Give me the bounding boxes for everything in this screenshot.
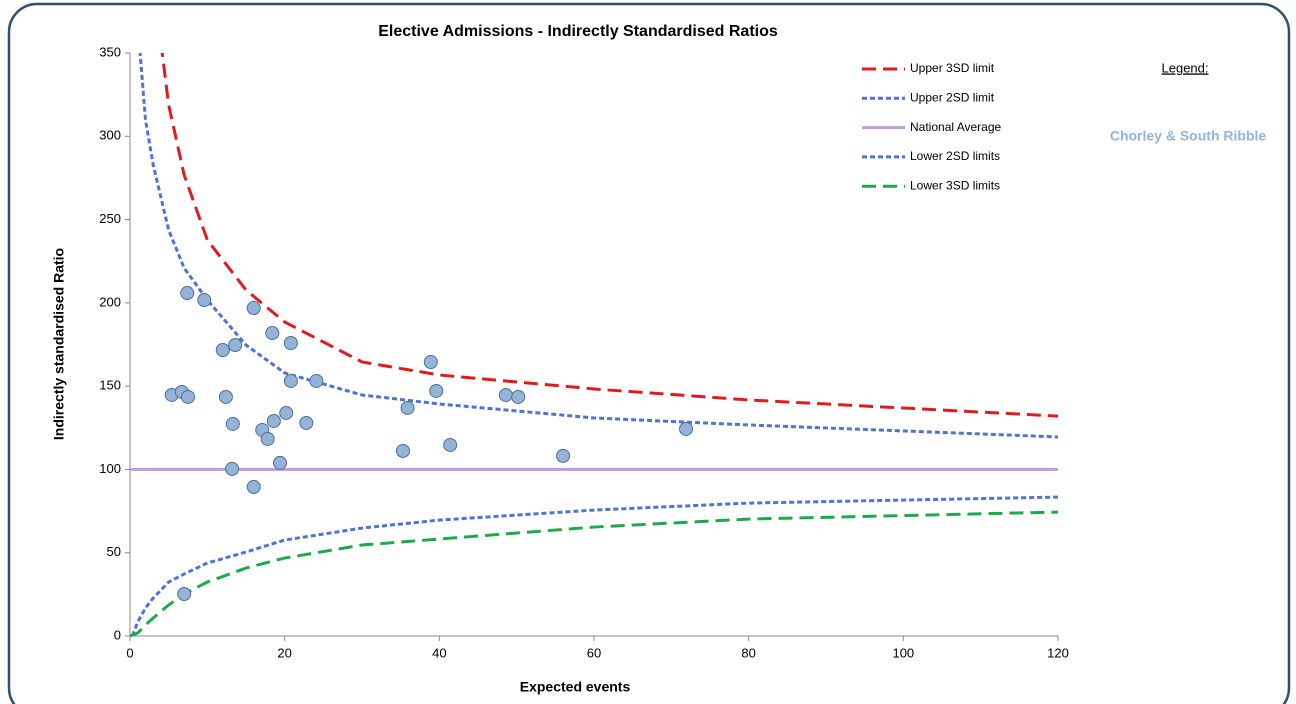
legend-label: Upper 2SD limit xyxy=(910,90,995,104)
data-point xyxy=(177,587,192,602)
data-point xyxy=(299,415,314,430)
data-point xyxy=(279,405,294,420)
x-tick-label: 100 xyxy=(892,645,914,660)
x-tick-label: 80 xyxy=(741,645,755,660)
x-axis-title: Expected events xyxy=(520,679,631,695)
y-axis-title: Indirectly standardised Ratio xyxy=(51,248,67,440)
x-tick-label: 0 xyxy=(126,645,133,660)
data-point xyxy=(400,400,415,415)
x-tick-label: 40 xyxy=(432,645,446,660)
limit-line xyxy=(138,53,1058,439)
data-point xyxy=(283,336,298,351)
data-point xyxy=(180,286,195,301)
data-point xyxy=(181,389,195,404)
data-point xyxy=(228,337,243,352)
limit-line xyxy=(160,53,1058,418)
y-tick-label: 150 xyxy=(99,378,121,393)
limit-line xyxy=(130,510,1058,637)
y-tick-label: 350 xyxy=(99,44,121,59)
data-point xyxy=(556,448,571,463)
legend-label: Upper 3SD limit xyxy=(910,61,995,75)
y-tick-label: 100 xyxy=(99,461,121,476)
data-point xyxy=(266,413,281,428)
data-point xyxy=(273,455,288,470)
sidebar-label: Chorley & South Ribble xyxy=(1110,128,1267,144)
y-tick-label: 200 xyxy=(99,294,121,309)
y-tick-label: 0 xyxy=(114,627,121,642)
x-tick-label: 20 xyxy=(277,645,291,660)
data-point xyxy=(498,387,513,402)
limit-line xyxy=(130,495,1058,637)
data-point xyxy=(511,389,526,404)
x-tick-label: 60 xyxy=(587,645,601,660)
chart-title: Elective Admissions - Indirectly Standar… xyxy=(378,23,778,40)
data-point xyxy=(260,431,275,446)
sidebar-heading: Legend: xyxy=(1162,60,1209,75)
y-tick-label: 300 xyxy=(99,128,121,143)
data-point xyxy=(197,293,212,308)
data-point xyxy=(309,373,324,388)
data-point xyxy=(283,373,298,388)
data-point xyxy=(246,301,261,316)
chart-frame xyxy=(7,2,1291,704)
y-tick-label: 50 xyxy=(107,544,121,559)
data-point xyxy=(395,443,410,458)
data-point xyxy=(443,437,458,452)
y-tick-label: 250 xyxy=(99,211,121,226)
data-point xyxy=(679,421,694,436)
data-point xyxy=(218,389,233,404)
data-point xyxy=(429,383,444,398)
legend-label: Lower 3SD limits xyxy=(910,178,1000,192)
legend-label: Lower 2SD limits xyxy=(910,149,1000,163)
data-point xyxy=(225,461,240,476)
data-point xyxy=(265,326,280,341)
data-point xyxy=(423,354,438,369)
legend-label: National Average xyxy=(910,120,1002,134)
data-point xyxy=(246,479,261,494)
plot-area xyxy=(130,53,1058,637)
data-point xyxy=(225,416,240,431)
data-point xyxy=(215,342,230,357)
x-tick-label: 120 xyxy=(1047,645,1069,660)
